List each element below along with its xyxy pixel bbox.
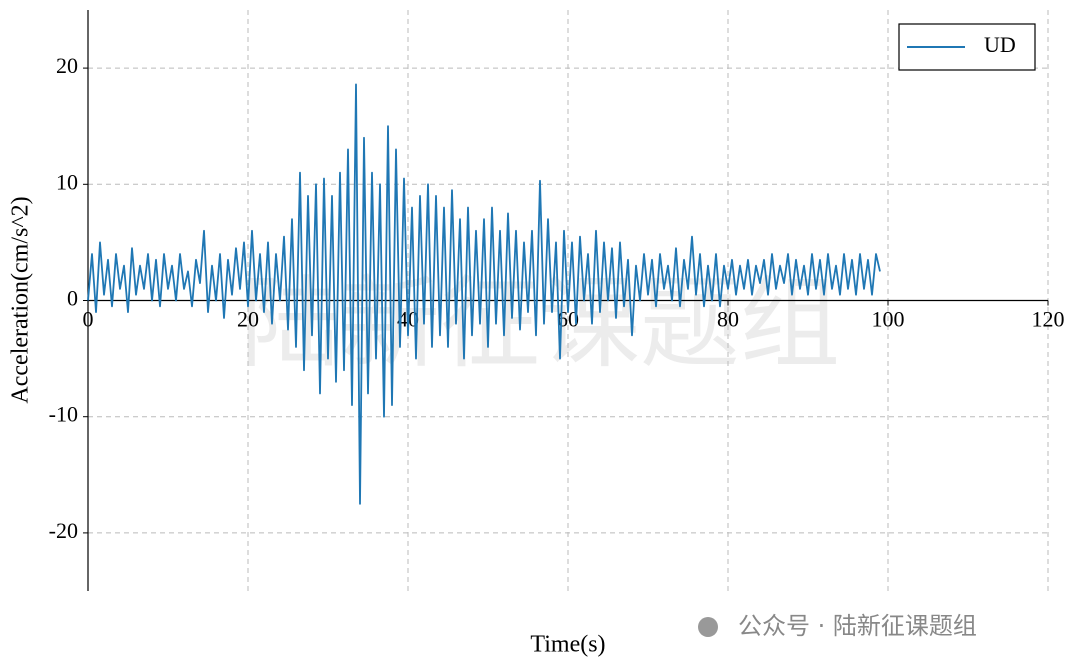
- y-tick-label: 0: [67, 286, 78, 311]
- x-axis-label: Time(s): [530, 632, 605, 658]
- y-tick-label: 10: [56, 169, 78, 194]
- x-tick-label: 20: [237, 307, 259, 332]
- y-tick-label: 20: [56, 53, 78, 78]
- x-tick-label: 80: [717, 307, 739, 332]
- x-tick-label: 100: [872, 307, 905, 332]
- data-line: [87, 83, 881, 505]
- y-tick-label: -20: [49, 518, 78, 543]
- y-tick-label: -10: [49, 402, 78, 427]
- y-axis-label: Acceleration(cm/s^2): [8, 196, 34, 403]
- legend: UD: [898, 23, 1036, 71]
- watermark: 陆新征课题组: [240, 269, 840, 380]
- footer-text: 公众号 · 陆新征课题组: [738, 612, 977, 640]
- x-tick-label: 120: [1032, 307, 1065, 332]
- x-tick-label: 60: [557, 307, 579, 332]
- footer: 公众号 · 陆新征课题组: [698, 612, 977, 640]
- footer-icon: [698, 617, 718, 637]
- legend-label: UD: [984, 32, 1016, 57]
